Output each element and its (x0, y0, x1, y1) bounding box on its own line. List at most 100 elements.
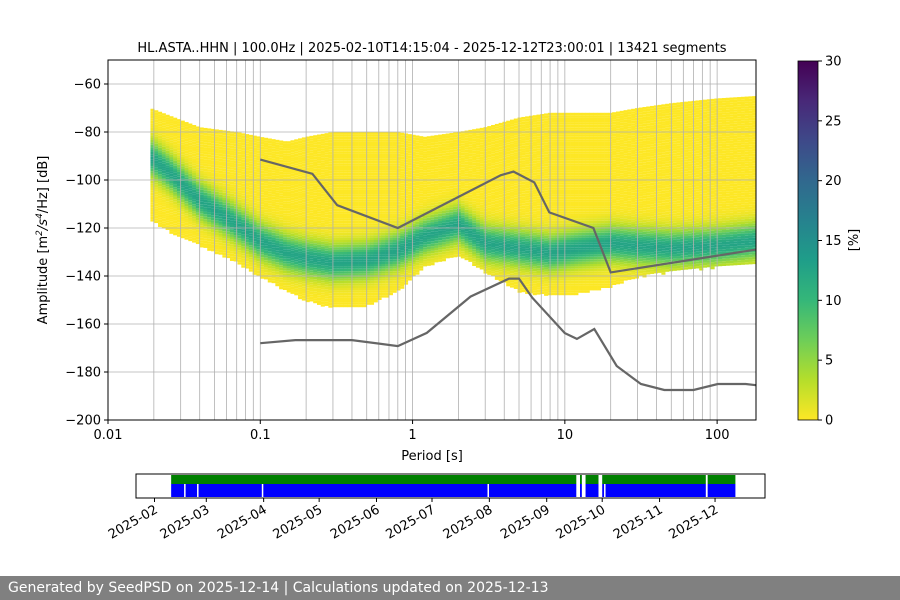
heatmap-cell (385, 187, 390, 190)
heatmap-cell (449, 161, 454, 165)
heatmap-cell (430, 260, 435, 263)
heatmap-cell (245, 220, 250, 223)
heatmap-cell (229, 169, 235, 173)
heatmap-cell (214, 206, 219, 209)
heatmap-cell (248, 161, 253, 164)
heatmap-cell (195, 184, 200, 187)
heatmap-cell (195, 212, 200, 216)
heatmap-cell (441, 251, 446, 255)
heatmap-cell (354, 144, 359, 147)
heatmap-cell (237, 211, 242, 215)
heatmap-cell (298, 155, 303, 158)
heatmap-cell (411, 161, 416, 164)
heatmap-cell (388, 170, 393, 173)
heatmap-cell (180, 202, 185, 205)
heatmap-cell (248, 245, 253, 248)
heatmap-cell (184, 165, 189, 168)
heatmap-cell (339, 259, 344, 262)
heatmap-cell (169, 128, 174, 131)
heatmap-cell (161, 214, 166, 217)
heatmap-cell (290, 229, 295, 232)
heatmap-cell (260, 257, 265, 260)
heatmap-cell (301, 293, 306, 296)
heatmap-cell (252, 195, 257, 199)
heatmap-cell (286, 251, 291, 255)
heatmap-cell (222, 221, 227, 224)
heatmap-cell (233, 215, 238, 219)
heatmap-cell (245, 189, 250, 192)
heatmap-cell (203, 209, 208, 212)
heatmap-cell (256, 251, 261, 254)
heatmap-cell (347, 199, 352, 202)
heatmap-cell (347, 247, 352, 250)
heatmap-cell (237, 226, 242, 229)
heatmap-cell (192, 185, 197, 188)
heatmap-cell (290, 185, 295, 189)
heatmap-cell (392, 177, 397, 180)
heatmap-cell (388, 266, 393, 269)
heatmap-cell (419, 196, 424, 199)
heatmap-cell (169, 171, 174, 174)
heatmap-cell (354, 252, 359, 255)
heatmap-cell (339, 146, 344, 149)
heatmap-cell (271, 189, 276, 192)
heatmap-cell (377, 206, 382, 209)
heatmap-cell (347, 192, 352, 195)
heatmap-cell (438, 223, 443, 226)
heatmap-cell (313, 291, 318, 294)
heatmap-cell (150, 204, 155, 208)
heatmap-cell (214, 136, 219, 139)
heatmap-cell (195, 172, 200, 175)
heatmap-cell (392, 199, 397, 202)
heatmap-cell (358, 153, 363, 156)
heatmap-cell (347, 206, 352, 209)
heatmap-cell (400, 156, 405, 160)
heatmap-cell (222, 185, 227, 188)
heatmap-cell (335, 249, 340, 252)
heatmap-cell (422, 244, 428, 248)
heatmap-cell (339, 235, 344, 238)
heatmap-cell (290, 183, 295, 186)
heatmap-cell (282, 160, 287, 163)
heatmap-cell (252, 262, 257, 266)
heatmap-cell (464, 180, 469, 184)
heatmap-cell (392, 196, 397, 200)
heatmap-cell (449, 207, 454, 210)
heatmap-cell (449, 142, 454, 145)
heatmap-cell (188, 202, 193, 206)
heatmap-cell (392, 163, 397, 166)
heatmap-cell (415, 193, 420, 196)
heatmap-cell (362, 151, 367, 154)
heatmap-cell (199, 230, 204, 234)
heatmap-cell (415, 154, 420, 158)
heatmap-cell (305, 143, 310, 147)
heatmap-cell (400, 185, 405, 188)
heatmap-cell (351, 278, 356, 281)
heatmap-cell (192, 134, 197, 137)
heatmap-cell (335, 199, 340, 202)
heatmap-cell (301, 163, 306, 167)
heatmap-cell (453, 206, 458, 210)
heatmap-cell (388, 189, 393, 192)
heatmap-cell (441, 141, 446, 144)
heatmap-cell (445, 188, 450, 192)
heatmap-cell (358, 184, 363, 188)
heatmap-cell (407, 143, 412, 147)
heatmap-cell (441, 222, 446, 226)
heatmap-cell (407, 201, 412, 204)
heatmap-cell (226, 152, 231, 155)
heatmap-cell (271, 151, 276, 154)
heatmap-cell (362, 230, 367, 233)
heatmap-cell (256, 167, 261, 170)
heatmap-cell (237, 190, 242, 193)
heatmap-cell (301, 245, 306, 248)
heatmap-cell (335, 264, 340, 267)
heatmap-cell (324, 229, 329, 232)
heatmap-cell (358, 264, 363, 267)
heatmap-cell (460, 188, 465, 192)
heatmap-cell (252, 246, 257, 249)
heatmap-cell (309, 287, 314, 290)
heatmap-cell (377, 136, 382, 140)
heatmap-cell (207, 198, 212, 201)
heatmap-cell (343, 170, 348, 173)
